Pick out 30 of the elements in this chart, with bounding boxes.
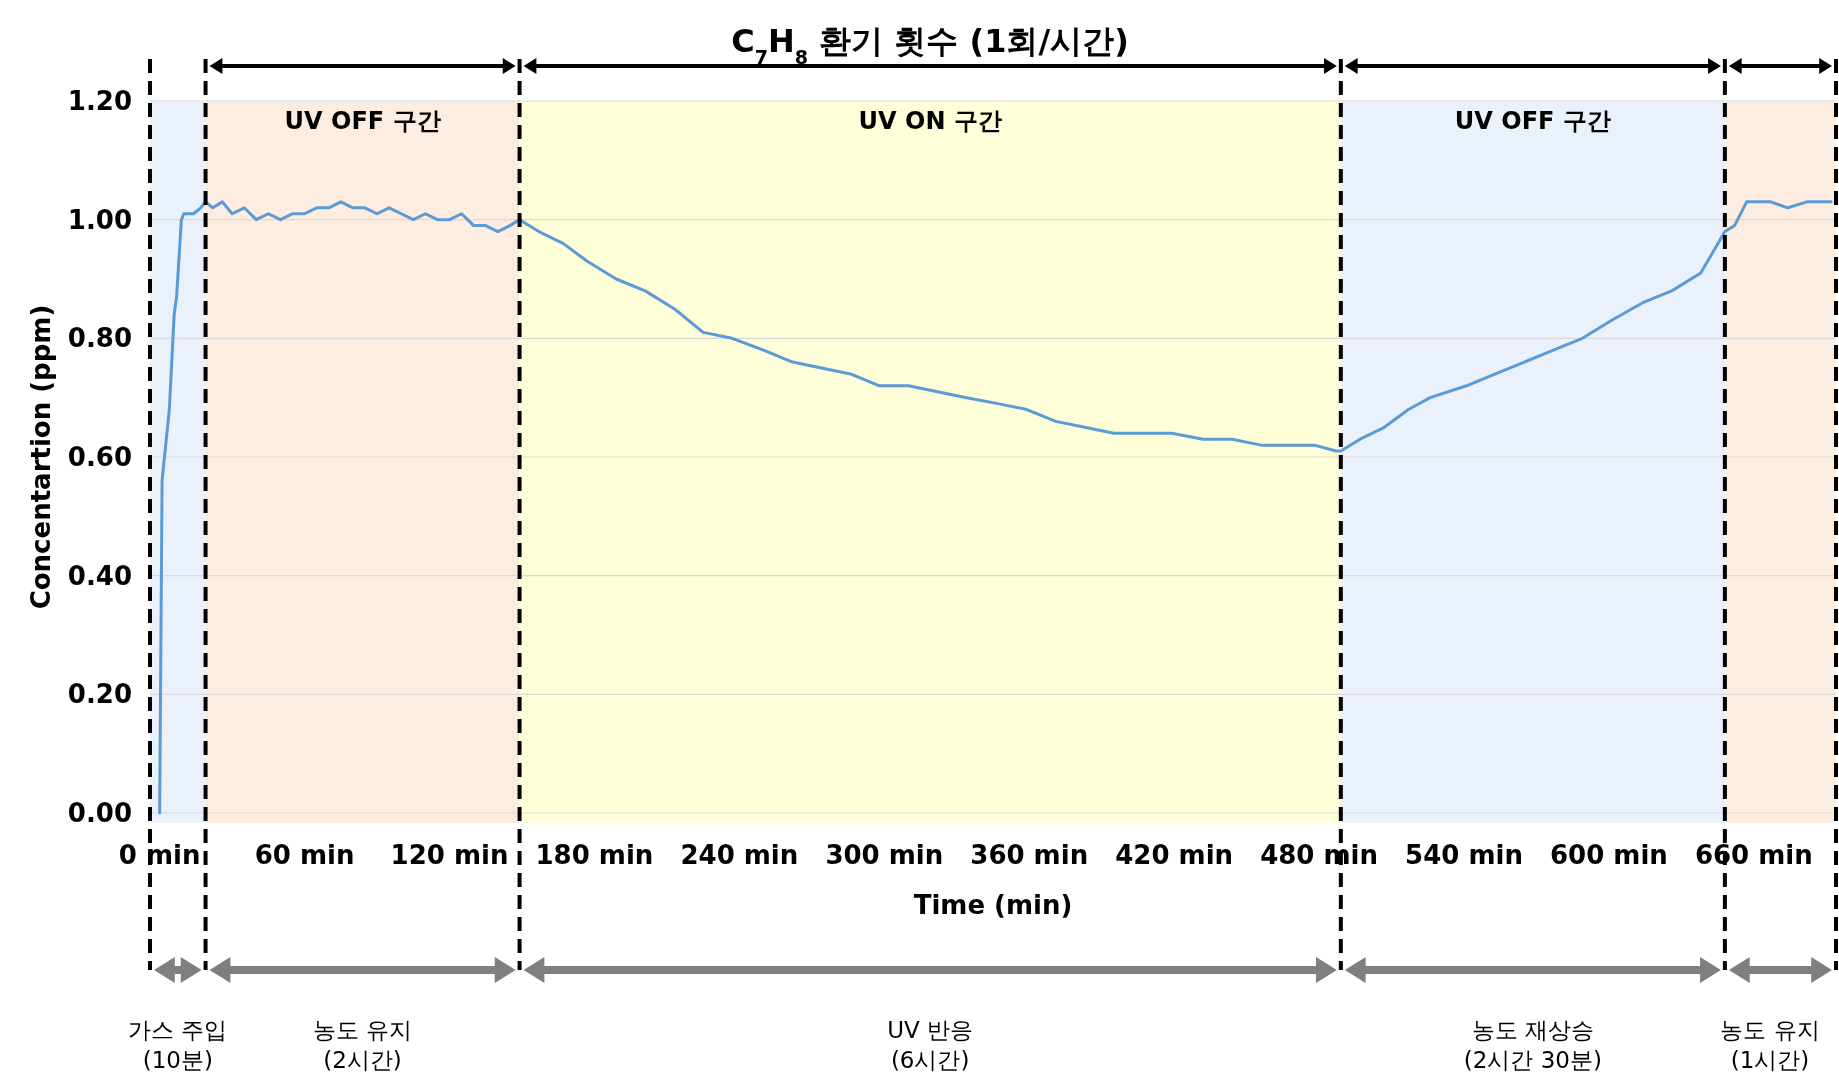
text: 농도 유지 (2시간): [312, 1017, 413, 1073]
x-tick-label: 60 min: [254, 840, 355, 870]
y-tick-label: 1.00: [67, 204, 132, 235]
line-series: [158, 200, 1833, 815]
text: 가스 주입 (10분): [128, 1017, 228, 1073]
x-tick-label: 120 min: [390, 840, 509, 870]
x-axis-title: Time (min): [913, 890, 1073, 920]
text: UV 반응 (6시간): [887, 1017, 974, 1073]
text: 농도 재상승 (2시간 30분): [1463, 1017, 1602, 1073]
band-label: UV ON 구간: [858, 107, 1002, 135]
y-tick-label: 0.20: [67, 679, 132, 710]
x-tick-label: 660 min: [1694, 840, 1813, 870]
x-tick-label: 480 min: [1260, 840, 1379, 870]
y-tick-label: 0.60: [67, 442, 132, 472]
x-tick-label: 600 min: [1550, 840, 1668, 870]
y-axis-title: Concentartion (ppm): [26, 304, 56, 610]
x-tick-label: 360 min: [970, 840, 1089, 870]
x-tick-label: 300 min: [825, 840, 944, 870]
chart-title: C$_{7}$H$_{8}$ 환기 횟수 (1회/시간): [731, 22, 1129, 69]
band-label: UV OFF 구간: [1454, 107, 1611, 135]
y-tick-label: 0.80: [67, 323, 132, 354]
band-label: UV OFF 구간: [284, 107, 441, 135]
y-tick-label: 0.40: [67, 560, 132, 591]
text: 농도 유지 (1시간): [1720, 1017, 1820, 1073]
y-tick-label: 0.00: [67, 798, 132, 828]
x-tick-label: 240 min: [680, 840, 799, 870]
y-tick-label: 1.20: [67, 86, 132, 116]
x-tick-label: 540 min: [1405, 840, 1523, 870]
x-tick-label: 420 min: [1115, 840, 1234, 870]
x-tick-label: 180 min: [535, 840, 654, 870]
